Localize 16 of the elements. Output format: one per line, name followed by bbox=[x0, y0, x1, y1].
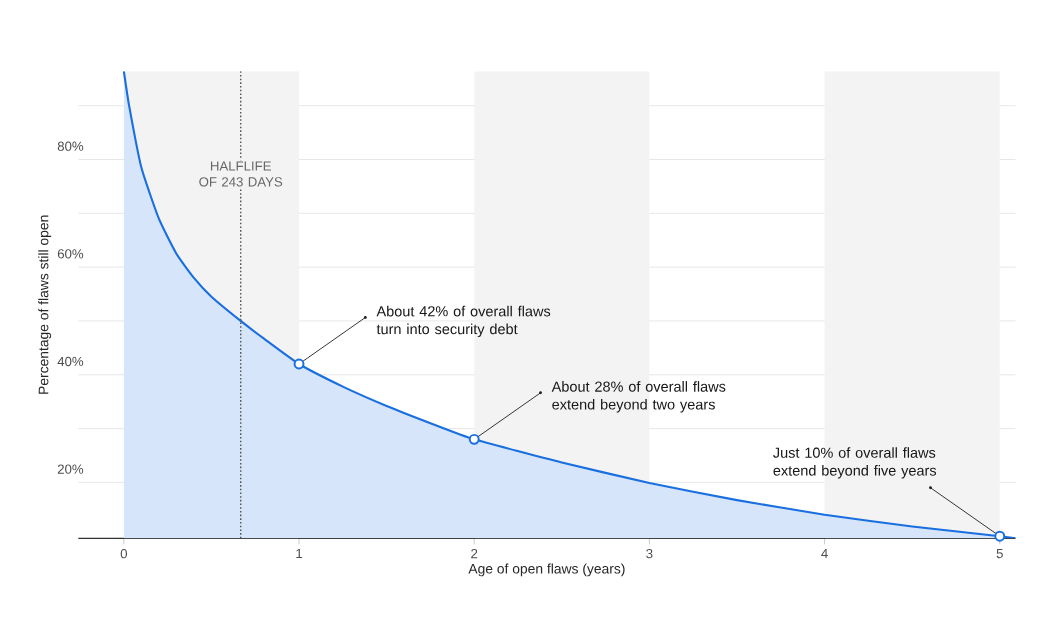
x-tick-label: 3 bbox=[646, 548, 653, 559]
y-tick-label: 20% bbox=[57, 464, 84, 474]
y-tick-label: 60% bbox=[57, 248, 84, 259]
annotation: About 42% of overall flaws turn into security debt bbox=[376, 305, 551, 337]
ref-line-label: HALFLIFE OF 243 DAYS bbox=[199, 161, 283, 187]
annotation: About 28% of overall flaws extend beyond two years bbox=[551, 380, 726, 413]
x-tick-label: 5 bbox=[996, 548, 1003, 558]
x-tick-label: 0 bbox=[120, 548, 128, 559]
x-tick-label: 4 bbox=[821, 548, 828, 558]
y-tick-label: 80% bbox=[57, 141, 84, 151]
x-tick-label: 2 bbox=[471, 548, 478, 558]
annotation: Just 10% of overall flaws extend beyond five years bbox=[773, 446, 937, 479]
x-tick-label: 1 bbox=[296, 548, 303, 558]
y-axis-title: Percentage of flaws still open bbox=[38, 215, 52, 394]
y-tick-label: 40% bbox=[57, 356, 84, 366]
x-axis-title: Age of open flaws (years) bbox=[468, 563, 625, 577]
